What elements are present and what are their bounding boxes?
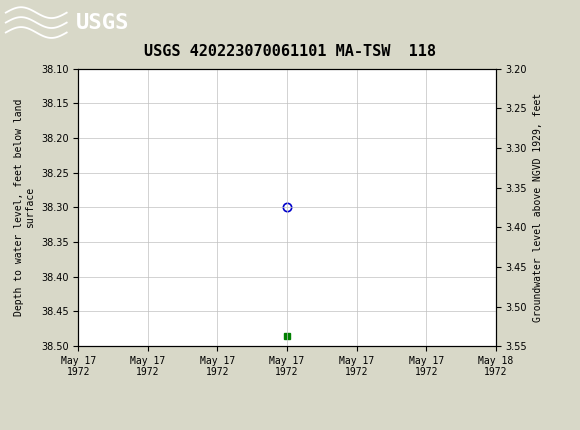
Y-axis label: Groundwater level above NGVD 1929, feet: Groundwater level above NGVD 1929, feet	[533, 93, 543, 322]
Text: USGS: USGS	[75, 12, 129, 33]
Text: USGS 420223070061101 MA-TSW  118: USGS 420223070061101 MA-TSW 118	[144, 44, 436, 59]
Y-axis label: Depth to water level, feet below land
surface: Depth to water level, feet below land su…	[14, 99, 35, 316]
